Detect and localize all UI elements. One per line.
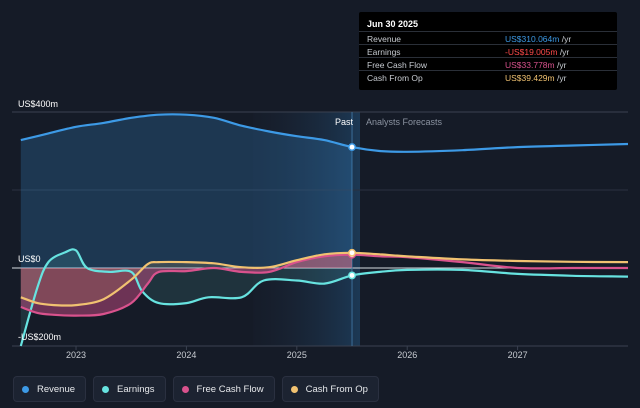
series-line-cash-from-op [20,251,629,307]
tooltip-date: Jun 30 2025 [367,19,419,29]
tooltip-row-fcf: Free Cash Flow US$33.778m /yr [359,57,617,71]
tooltip-value: US$33.778m /yr [505,60,567,70]
x-axis-ticks: 2023 2024 2025 2026 2027 [66,346,528,360]
tooltip-value: US$310.064m /yr [505,34,572,44]
tooltip-row-revenue: Revenue US$310.064m /yr [359,31,617,45]
legend: Revenue Earnings Free Cash Flow Cash Fro… [13,376,379,402]
x-tick-label: 2026 [397,350,417,360]
divider-point [348,248,356,257]
tooltip-row-earnings: Earnings -US$19.005m /yr [359,44,617,58]
legend-item-free-cash-flow[interactable]: Free Cash Flow [172,376,275,402]
forecast-label: Analysts Forecasts [366,117,443,127]
series-line-revenue [20,113,629,153]
x-tick-label: 2023 [66,350,86,360]
tooltip: Jun 30 2025 Revenue US$310.064m /yr Earn… [359,12,617,90]
series-area-earnings [20,249,353,346]
divider-point [348,271,356,280]
legend-dot-icon [102,385,110,393]
legend-label: Free Cash Flow [196,383,264,395]
tooltip-value: -US$19.005m /yr [505,47,570,57]
legend-dot-icon [181,385,189,393]
tooltip-label: Cash From Op [367,73,423,83]
legend-label: Earnings [117,383,155,395]
series-lines [19,113,629,347]
x-tick-label: 2025 [287,350,307,360]
tooltip-label: Revenue [367,34,402,44]
divider-markers [348,143,356,280]
series-line-earnings [19,248,629,347]
x-tick-label: 2024 [176,350,196,360]
y-label-0: US$0 [18,254,41,264]
series-area-revenue [20,114,353,268]
past-highlight-band [253,112,360,346]
series-line-free-cash-flow [20,253,628,317]
y-label-400: US$400m [18,99,58,109]
tooltip-label: Free Cash Flow [367,60,427,70]
legend-dot-icon [290,385,298,393]
x-tick-label: 2027 [508,350,528,360]
legend-dot-icon [22,385,29,393]
tooltip-value: US$39.429m /yr [505,73,567,83]
divider-point [348,143,356,152]
past-label: Past [335,117,354,127]
legend-label: Revenue [37,383,76,395]
legend-item-cash-from-op[interactable]: Cash From Op [281,376,379,402]
tooltip-row-cfo: Cash From Op US$39.429m /yr [359,70,617,84]
y-label-neg-200: -US$200m [18,332,61,342]
tooltip-label: Earnings [367,47,401,57]
series-area-cash-from-op [20,252,353,306]
legend-item-revenue[interactable]: Revenue [13,376,87,402]
legend-label: Cash From Op [305,383,368,395]
legend-item-earnings[interactable]: Earnings [93,376,166,402]
